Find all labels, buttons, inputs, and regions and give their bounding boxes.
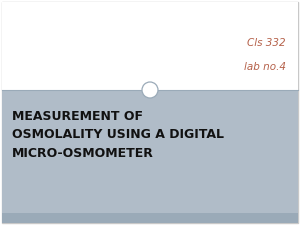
Bar xyxy=(2,90,298,213)
Bar xyxy=(2,2,298,90)
Text: lab no.4: lab no.4 xyxy=(244,63,286,72)
Text: OSMOLALITY USING A DIGITAL: OSMOLALITY USING A DIGITAL xyxy=(12,128,224,142)
Text: MICRO-OSMOMETER: MICRO-OSMOMETER xyxy=(12,147,154,160)
Circle shape xyxy=(142,82,158,98)
Text: Cls 332: Cls 332 xyxy=(248,38,286,48)
Bar xyxy=(2,213,298,223)
Text: MEASUREMENT OF: MEASUREMENT OF xyxy=(12,110,143,123)
